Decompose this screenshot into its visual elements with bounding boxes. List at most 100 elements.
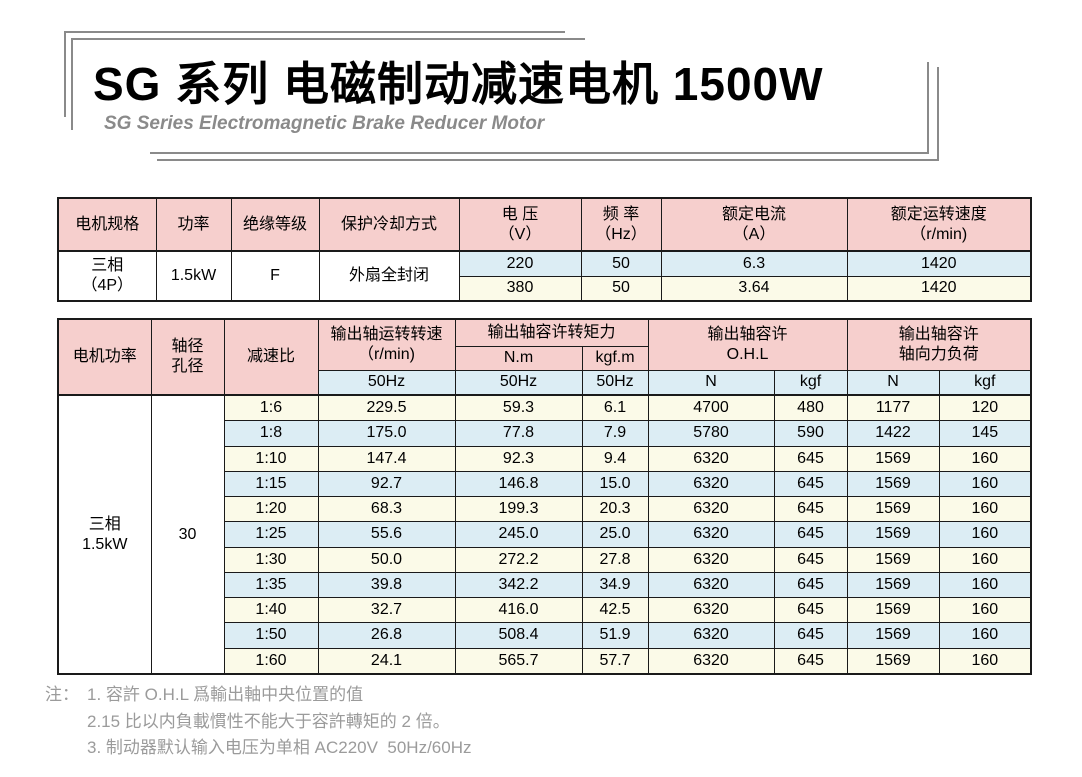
spec-table-header: 电机规格 功率 绝缘等级 保护冷却方式 电 压 （V） 频 率 （Hz） 额定电… [57, 197, 1032, 252]
perf-torque-kgfm-value: 7.9 [581, 420, 649, 447]
spec-current-value: 3.64 [660, 275, 848, 302]
perf-speed-value: 175.0 [317, 420, 456, 447]
perf-torque-kgfm-value: 20.3 [581, 496, 649, 523]
perf-ohl-n-value: 6320 [647, 470, 775, 498]
perf-ohl-n-value: 5780 [647, 420, 775, 447]
note-text: 3. 制动器默认输入电压为单相 AC220V 50Hz/60Hz [87, 738, 472, 757]
note-line: 注： 1. 容許 O.H.L 爲輸出軸中央位置的值 [45, 682, 471, 709]
spec-header-model: 电机规格 [57, 197, 157, 252]
perf-axial-n-value: 1569 [846, 597, 940, 624]
perf-subheader-kgfm-50hz: 50Hz [581, 369, 649, 396]
perf-torque-nm-value: 146.8 [454, 470, 583, 498]
spec-speed-value: 1420 [846, 275, 1032, 302]
perf-header-motor-power: 电机功率 [57, 318, 152, 396]
perf-ohl-n-value: 4700 [647, 394, 775, 422]
perf-torque-nm-value: 565.7 [454, 647, 583, 675]
spec-speed-value: 1420 [846, 250, 1032, 277]
performance-table-row: 1:30 50.0 272.2 27.8 6320 645 1569 160 [58, 546, 1032, 573]
perf-torque-kgfm-value: 42.5 [581, 597, 649, 624]
perf-ohl-kgf-value: 645 [773, 470, 848, 498]
perf-speed-value: 39.8 [317, 571, 456, 599]
perf-speed-value: 147.4 [317, 445, 456, 472]
perf-ratio-value: 1:60 [223, 647, 319, 675]
spec-header-power: 功率 [155, 197, 232, 252]
perf-subheader-ohl-n: N [647, 369, 775, 396]
perf-torque-kgfm-value: 34.9 [581, 571, 649, 599]
perf-shaft-cell: 30 [150, 394, 225, 675]
perf-speed-value: 55.6 [317, 521, 456, 548]
spec-cooling-cell: 外扇全封闭 [318, 250, 460, 302]
spec-model-cell: 三相 （4P） [57, 250, 157, 302]
perf-ohl-kgf-value: 645 [773, 597, 848, 624]
frame-corner-top-left-outer [64, 31, 565, 117]
perf-axial-kgf-value: 160 [938, 521, 1032, 548]
spec-header-current: 额定电流 （A） [660, 197, 848, 252]
perf-axial-n-value: 1422 [846, 420, 940, 447]
perf-torque-nm-value: 199.3 [454, 496, 583, 523]
spec-table-row: 三相 （4P） 1.5kW F 外扇全封闭 220 50 6.3 1420 [57, 250, 1032, 302]
perf-speed-value: 68.3 [317, 496, 456, 523]
perf-torque-nm-value: 245.0 [454, 521, 583, 548]
perf-speed-value: 92.7 [317, 470, 456, 498]
perf-axial-kgf-value: 160 [938, 546, 1032, 573]
perf-ohl-kgf-value: 645 [773, 445, 848, 472]
perf-axial-kgf-value: 160 [938, 445, 1032, 472]
perf-subheader-nm-50hz: 50Hz [454, 369, 583, 396]
performance-table: 电机功率 轴径 孔径 减速比 输出轴运转转速 （r/min) 输出轴容许转矩力 … [57, 318, 1033, 675]
perf-axial-kgf-value: 160 [938, 496, 1032, 523]
perf-header-ratio: 减速比 [223, 318, 319, 396]
frame-corner-top-left-inner [71, 38, 585, 130]
perf-axial-n-value: 1569 [846, 622, 940, 649]
perf-speed-value: 32.7 [317, 597, 456, 624]
note-text: 2.15 比以内負載慣性不能大于容許轉矩的 2 倍。 [87, 711, 450, 731]
perf-torque-kgfm-value: 15.0 [581, 470, 649, 498]
perf-ohl-kgf-value: 645 [773, 546, 848, 573]
perf-axial-kgf-value: 160 [938, 597, 1032, 624]
perf-ohl-n-value: 6320 [647, 622, 775, 649]
spec-header-speed: 额定运转速度 （r/min) [846, 197, 1032, 252]
perf-axial-n-value: 1569 [846, 546, 940, 573]
spec-table-body: 三相 （4P） 1.5kW F 外扇全封闭 220 50 6.3 1420 380 50 3.64 1… [57, 250, 1032, 302]
performance-table-row: 1:50 26.8 508.4 51.9 6320 645 1569 160 [58, 622, 1032, 649]
note-line: 2.15 比以内負載慣性不能大于容許轉矩的 2 倍。 [45, 709, 471, 736]
perf-ohl-kgf-value: 645 [773, 521, 848, 548]
perf-ohl-n-value: 6320 [647, 521, 775, 548]
perf-ohl-n-value: 6320 [647, 546, 775, 573]
spec-table: 电机规格 功率 绝缘等级 保护冷却方式 电 压 （V） 频 率 （Hz） 额定电… [57, 197, 1032, 302]
spec-header-insulation: 绝缘等级 [230, 197, 320, 252]
perf-header-ohl: 输出轴容许 O.H.L [647, 318, 848, 371]
perf-speed-value: 26.8 [317, 622, 456, 649]
perf-ohl-n-value: 6320 [647, 496, 775, 523]
perf-ohl-kgf-value: 480 [773, 394, 848, 422]
perf-axial-kgf-value: 145 [938, 420, 1032, 447]
perf-torque-nm-value: 342.2 [454, 571, 583, 599]
perf-speed-value: 24.1 [317, 647, 456, 675]
perf-ratio-value: 1:8 [223, 420, 319, 447]
perf-ratio-value: 1:15 [223, 470, 319, 498]
perf-ratio-value: 1:10 [223, 445, 319, 472]
perf-ratio-value: 1:20 [223, 496, 319, 523]
perf-ratio-value: 1:30 [223, 546, 319, 573]
perf-axial-kgf-value: 160 [938, 571, 1032, 599]
spec-table-row: 380 50 3.64 1420 [58, 275, 1032, 302]
perf-header-axial: 输出轴容许 轴向力负荷 [846, 318, 1032, 371]
perf-axial-n-value: 1569 [846, 521, 940, 548]
perf-torque-nm-value: 77.8 [454, 420, 583, 447]
perf-header-output-speed: 输出轴运转转速 （r/min) [317, 318, 456, 371]
spec-power-cell: 1.5kW [155, 250, 232, 302]
spec-voltage-value: 220 [458, 250, 582, 277]
perf-ohl-kgf-value: 645 [773, 571, 848, 599]
perf-ratio-value: 1:40 [223, 597, 319, 624]
performance-table-row: 1:15 92.7 146.8 15.0 6320 645 1569 160 [58, 470, 1032, 498]
perf-motor-power-cell: 三相 1.5kW [57, 394, 152, 675]
perf-torque-kgfm-value: 51.9 [581, 622, 649, 649]
perf-axial-n-value: 1569 [846, 470, 940, 498]
note-line: 3. 制动器默认输入电压为单相 AC220V 50Hz/60Hz [45, 735, 471, 762]
perf-subheader-axial-n: N [846, 369, 940, 396]
perf-axial-kgf-value: 160 [938, 622, 1032, 649]
perf-subheader-ohl-kgf: kgf [773, 369, 848, 396]
perf-subheader-speed-50hz: 50Hz [317, 369, 456, 396]
performance-table-row: 1:40 32.7 416.0 42.5 6320 645 1569 160 [58, 597, 1032, 624]
perf-header-torque: 输出轴容许转矩力 [454, 318, 649, 347]
